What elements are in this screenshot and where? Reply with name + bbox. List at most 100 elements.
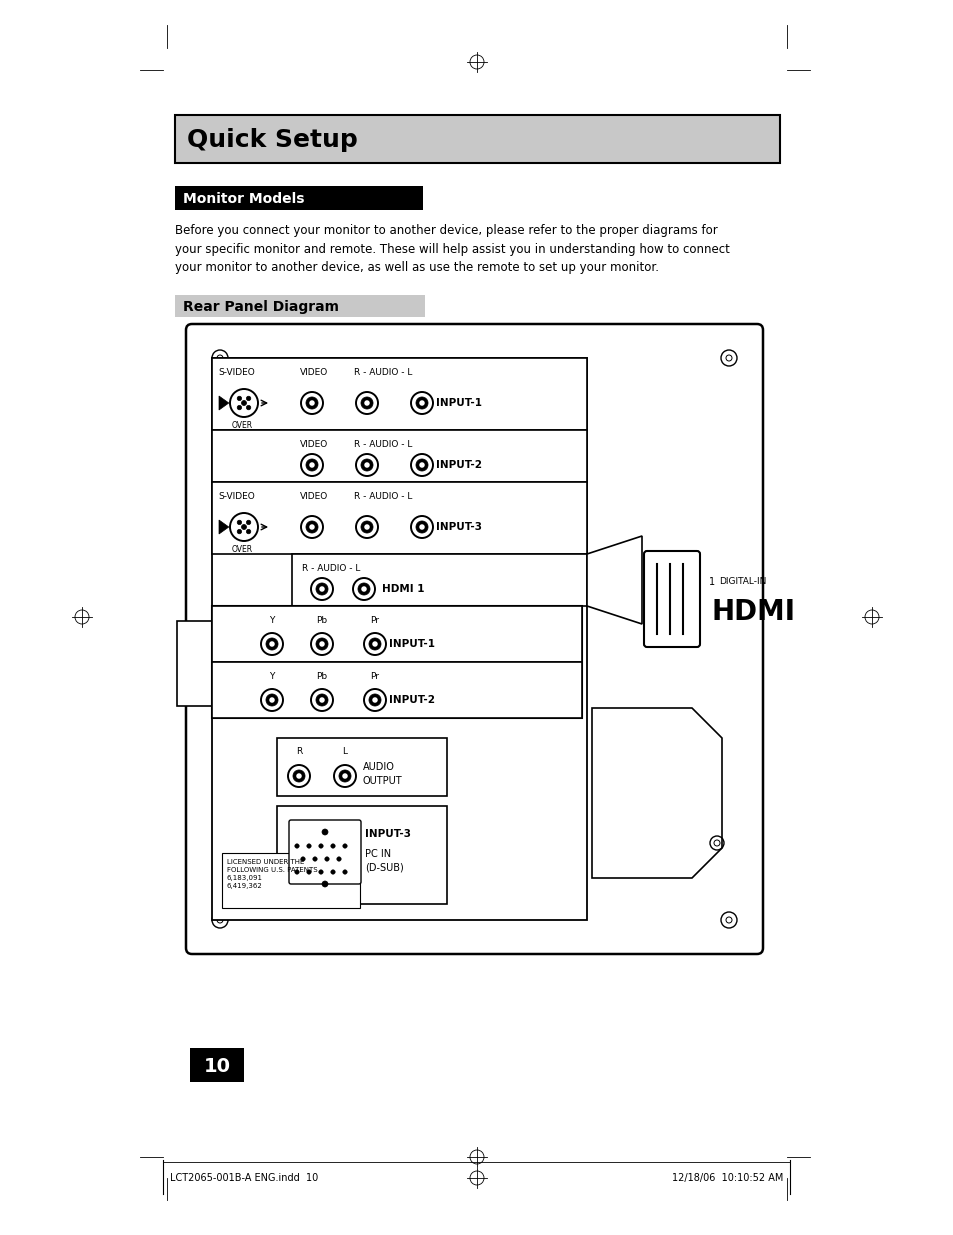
Circle shape xyxy=(237,520,241,525)
Circle shape xyxy=(369,638,380,650)
Text: 1: 1 xyxy=(708,577,715,587)
Circle shape xyxy=(237,530,241,534)
Circle shape xyxy=(306,521,317,534)
Circle shape xyxy=(364,634,386,655)
Circle shape xyxy=(269,698,274,703)
Text: Quick Setup: Quick Setup xyxy=(187,128,357,152)
Circle shape xyxy=(342,773,348,779)
Circle shape xyxy=(306,459,317,471)
Circle shape xyxy=(241,400,246,405)
Text: 12/18/06  10:10:52 AM: 12/18/06 10:10:52 AM xyxy=(671,1173,782,1183)
Circle shape xyxy=(369,694,380,706)
Circle shape xyxy=(418,462,424,468)
Circle shape xyxy=(294,844,299,848)
Bar xyxy=(292,555,586,606)
Circle shape xyxy=(360,521,373,534)
Circle shape xyxy=(266,694,277,706)
Circle shape xyxy=(246,520,251,525)
Circle shape xyxy=(372,641,377,647)
Circle shape xyxy=(315,638,328,650)
Circle shape xyxy=(318,844,323,848)
Circle shape xyxy=(357,583,370,595)
Circle shape xyxy=(293,769,305,782)
Text: R - AUDIO - L: R - AUDIO - L xyxy=(354,440,412,450)
Circle shape xyxy=(301,454,323,475)
Circle shape xyxy=(309,400,314,406)
Circle shape xyxy=(307,844,311,848)
Text: Before you connect your monitor to another device, please refer to the proper di: Before you connect your monitor to anoth… xyxy=(174,224,729,274)
Text: HDMI 1: HDMI 1 xyxy=(381,584,424,594)
Bar xyxy=(212,482,586,555)
Circle shape xyxy=(288,764,310,787)
Bar xyxy=(174,186,422,210)
Circle shape xyxy=(246,405,251,410)
Circle shape xyxy=(331,844,335,848)
Circle shape xyxy=(315,694,328,706)
Circle shape xyxy=(309,462,314,468)
Text: R - AUDIO - L: R - AUDIO - L xyxy=(354,368,412,377)
Bar xyxy=(177,621,212,706)
Circle shape xyxy=(411,391,433,414)
Circle shape xyxy=(294,869,299,874)
Circle shape xyxy=(342,844,347,848)
Bar xyxy=(212,358,586,430)
Circle shape xyxy=(416,396,428,409)
Circle shape xyxy=(355,516,377,538)
Text: Y: Y xyxy=(269,616,274,625)
Text: L: L xyxy=(342,747,347,756)
Circle shape xyxy=(315,583,328,595)
Circle shape xyxy=(261,634,283,655)
Circle shape xyxy=(372,698,377,703)
Circle shape xyxy=(364,462,370,468)
Circle shape xyxy=(241,525,246,530)
Circle shape xyxy=(360,396,373,409)
Circle shape xyxy=(269,641,274,647)
Circle shape xyxy=(416,459,428,471)
Text: HDMI: HDMI xyxy=(711,598,795,626)
FancyBboxPatch shape xyxy=(643,551,700,647)
Text: Pr: Pr xyxy=(370,672,379,680)
Text: VIDEO: VIDEO xyxy=(299,492,328,501)
Circle shape xyxy=(230,389,257,417)
Circle shape xyxy=(311,578,333,600)
Circle shape xyxy=(364,689,386,711)
Circle shape xyxy=(306,396,317,409)
Polygon shape xyxy=(219,396,229,410)
Circle shape xyxy=(418,400,424,406)
Text: Pr: Pr xyxy=(370,616,379,625)
Circle shape xyxy=(307,869,311,874)
Circle shape xyxy=(361,587,366,592)
Circle shape xyxy=(261,689,283,711)
Bar xyxy=(212,606,581,662)
Text: Monitor Models: Monitor Models xyxy=(183,191,304,206)
Circle shape xyxy=(237,396,241,400)
Text: DIGITAL-IN: DIGITAL-IN xyxy=(719,578,765,587)
Circle shape xyxy=(266,638,277,650)
Bar xyxy=(190,1049,244,1082)
Circle shape xyxy=(338,769,351,782)
Circle shape xyxy=(246,396,251,400)
Circle shape xyxy=(418,524,424,530)
Circle shape xyxy=(355,454,377,475)
Text: INPUT-1: INPUT-1 xyxy=(389,638,435,650)
Text: INPUT-3: INPUT-3 xyxy=(436,522,481,532)
Text: 10: 10 xyxy=(203,1056,231,1076)
Circle shape xyxy=(318,869,323,874)
Circle shape xyxy=(364,524,370,530)
Circle shape xyxy=(296,773,301,779)
Text: Pb: Pb xyxy=(316,616,327,625)
Circle shape xyxy=(311,634,333,655)
Circle shape xyxy=(324,857,329,861)
Text: LICENSED UNDER THE
FOLLOWING U.S. PATENTS
6,183,091
6,419,362: LICENSED UNDER THE FOLLOWING U.S. PATENT… xyxy=(227,860,317,889)
Circle shape xyxy=(313,857,316,861)
Circle shape xyxy=(246,530,251,534)
Circle shape xyxy=(301,391,323,414)
Bar xyxy=(212,662,581,718)
Circle shape xyxy=(301,516,323,538)
Circle shape xyxy=(416,521,428,534)
Bar xyxy=(212,606,581,718)
Text: INPUT-1: INPUT-1 xyxy=(436,398,481,408)
Circle shape xyxy=(355,391,377,414)
Circle shape xyxy=(342,869,347,874)
Text: OVER: OVER xyxy=(232,545,253,555)
